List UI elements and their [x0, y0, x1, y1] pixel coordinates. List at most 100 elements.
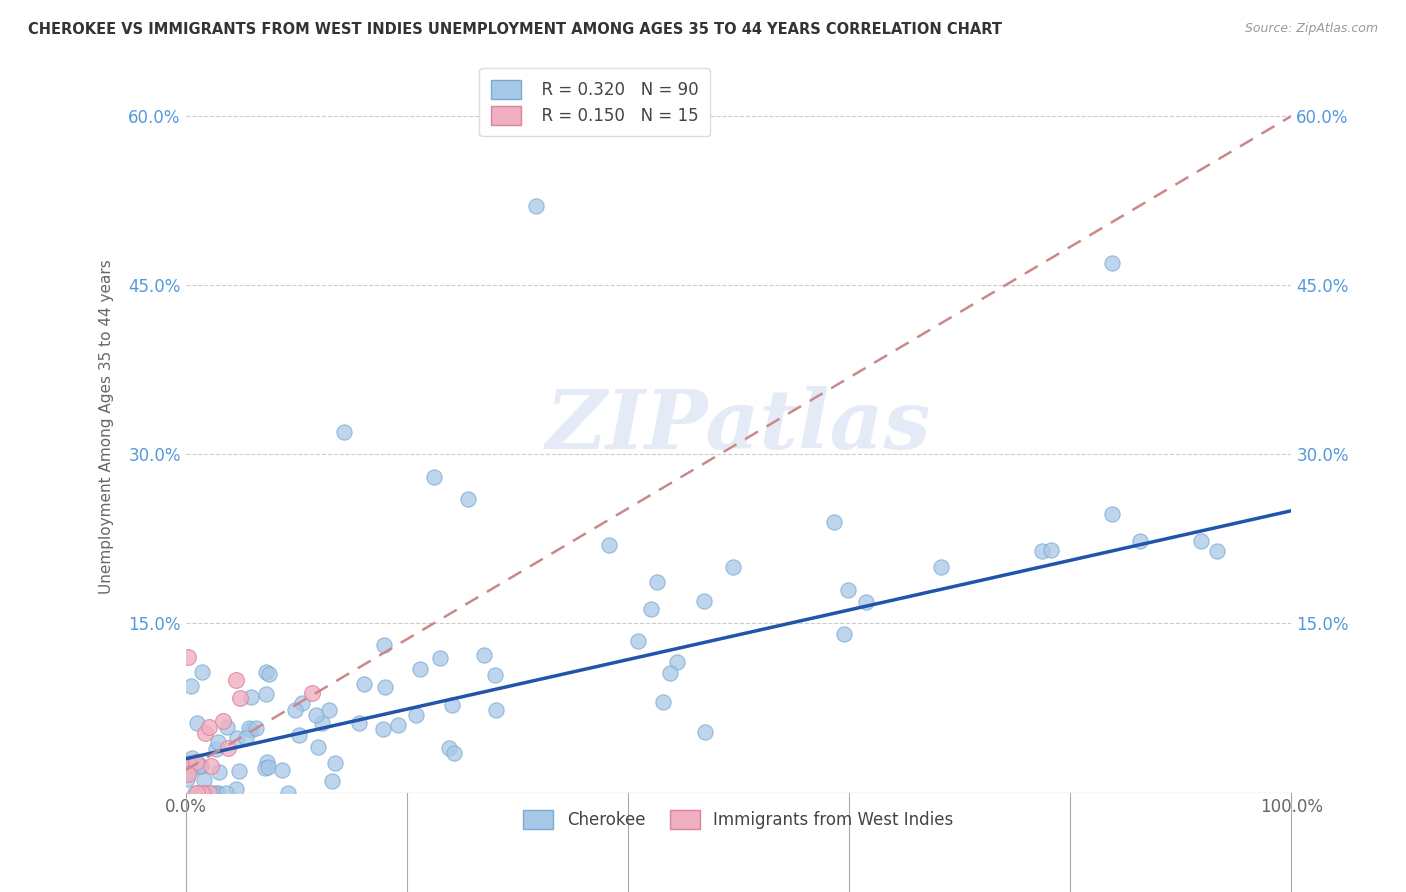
Cherokee — [1129, 533, 1152, 548]
Cherokee — [208, 765, 231, 780]
Cherokee — [253, 761, 276, 775]
Text: Source: ZipAtlas.com: Source: ZipAtlas.com — [1244, 22, 1378, 36]
Cherokee — [484, 703, 506, 717]
Cherokee — [832, 627, 855, 641]
Immigrants from West Indies — [177, 650, 200, 665]
Cherokee — [239, 690, 262, 704]
Cherokee — [215, 786, 238, 800]
Cherokee — [651, 695, 673, 709]
Cherokee — [180, 751, 202, 765]
Cherokee — [190, 759, 212, 773]
Cherokee — [179, 764, 201, 778]
Cherokee — [855, 595, 877, 609]
Cherokee — [238, 721, 260, 735]
Cherokee — [254, 665, 277, 679]
Cherokee — [225, 781, 247, 796]
Cherokee — [259, 667, 281, 681]
Cherokee — [693, 593, 716, 607]
Cherokee — [524, 199, 547, 213]
Cherokee — [201, 786, 224, 800]
Cherokee — [457, 492, 479, 507]
Cherokee — [205, 786, 228, 800]
Immigrants from West Indies — [186, 786, 208, 800]
Cherokee — [207, 735, 229, 749]
Y-axis label: Unemployment Among Ages 35 to 44 years: Unemployment Among Ages 35 to 44 years — [100, 259, 114, 593]
Cherokee — [195, 786, 218, 800]
Cherokee — [311, 716, 333, 731]
Text: ZIPatlas: ZIPatlas — [546, 386, 931, 467]
Cherokee — [318, 703, 340, 717]
Cherokee — [823, 515, 845, 529]
Immigrants from West Indies — [177, 758, 200, 772]
Cherokee — [177, 756, 200, 771]
Cherokee — [409, 663, 432, 677]
Cherokee — [187, 759, 209, 773]
Cherokee — [283, 703, 305, 717]
Cherokee — [291, 697, 314, 711]
Cherokee — [645, 575, 668, 590]
Cherokee — [484, 668, 506, 682]
Cherokee — [721, 560, 744, 574]
Cherokee — [437, 740, 460, 755]
Immigrants from West Indies — [212, 714, 235, 728]
Cherokee — [193, 786, 215, 800]
Cherokee — [472, 648, 495, 662]
Cherokee — [217, 720, 239, 734]
Cherokee — [183, 786, 205, 800]
Cherokee — [305, 707, 328, 722]
Immigrants from West Indies — [225, 673, 247, 687]
Cherokee — [627, 634, 650, 648]
Immigrants from West Indies — [228, 691, 250, 706]
Cherokee — [405, 708, 427, 723]
Cherokee — [191, 665, 214, 679]
Cherokee — [373, 638, 395, 652]
Immigrants from West Indies — [200, 759, 222, 773]
Cherokee — [1039, 542, 1062, 557]
Cherokee — [228, 764, 250, 779]
Cherokee — [353, 677, 375, 691]
Cherokee — [235, 731, 257, 745]
Cherokee — [837, 582, 859, 597]
Cherokee — [1205, 544, 1227, 558]
Cherokee — [207, 786, 229, 800]
Cherokee — [1189, 534, 1212, 549]
Cherokee — [429, 650, 451, 665]
Cherokee — [929, 560, 952, 574]
Immigrants from West Indies — [301, 686, 323, 700]
Cherokee — [321, 774, 343, 789]
Cherokee — [194, 786, 217, 800]
Cherokee — [287, 728, 309, 742]
Cherokee — [270, 763, 292, 777]
Immigrants from West Indies — [197, 720, 219, 734]
Cherokee — [307, 739, 329, 754]
Cherokee — [245, 721, 267, 735]
Immigrants from West Indies — [177, 767, 200, 781]
Immigrants from West Indies — [184, 755, 207, 769]
Cherokee — [193, 786, 215, 800]
Cherokee — [254, 687, 277, 701]
Legend: Cherokee, Immigrants from West Indies: Cherokee, Immigrants from West Indies — [516, 803, 960, 836]
Cherokee — [180, 679, 202, 693]
Cherokee — [666, 655, 689, 669]
Cherokee — [176, 772, 198, 787]
Cherokee — [443, 746, 465, 760]
Cherokee — [347, 716, 370, 731]
Immigrants from West Indies — [194, 726, 217, 740]
Cherokee — [374, 680, 396, 694]
Cherokee — [1101, 255, 1123, 269]
Cherokee — [693, 725, 716, 739]
Text: CHEROKEE VS IMMIGRANTS FROM WEST INDIES UNEMPLOYMENT AMONG AGES 35 TO 44 YEARS C: CHEROKEE VS IMMIGRANTS FROM WEST INDIES … — [28, 22, 1002, 37]
Cherokee — [659, 666, 682, 681]
Cherokee — [598, 537, 620, 551]
Cherokee — [226, 731, 249, 746]
Cherokee — [387, 718, 409, 732]
Immigrants from West Indies — [197, 786, 219, 800]
Cherokee — [190, 759, 212, 773]
Cherokee — [257, 760, 280, 774]
Cherokee — [1031, 543, 1053, 558]
Cherokee — [325, 756, 347, 770]
Immigrants from West Indies — [190, 786, 212, 800]
Cherokee — [332, 425, 354, 439]
Cherokee — [640, 602, 662, 616]
Cherokee — [240, 723, 263, 737]
